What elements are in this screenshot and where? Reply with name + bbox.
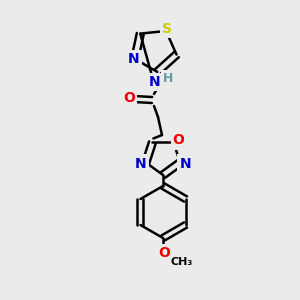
Text: O: O bbox=[123, 91, 135, 105]
Text: N: N bbox=[135, 157, 147, 171]
Text: N: N bbox=[128, 52, 140, 66]
Text: S: S bbox=[162, 22, 172, 36]
Text: N: N bbox=[149, 75, 161, 89]
Text: N: N bbox=[179, 157, 191, 171]
Text: CH₃: CH₃ bbox=[171, 257, 193, 267]
Text: O: O bbox=[158, 246, 170, 260]
Text: O: O bbox=[172, 134, 184, 147]
Text: H: H bbox=[163, 71, 173, 85]
